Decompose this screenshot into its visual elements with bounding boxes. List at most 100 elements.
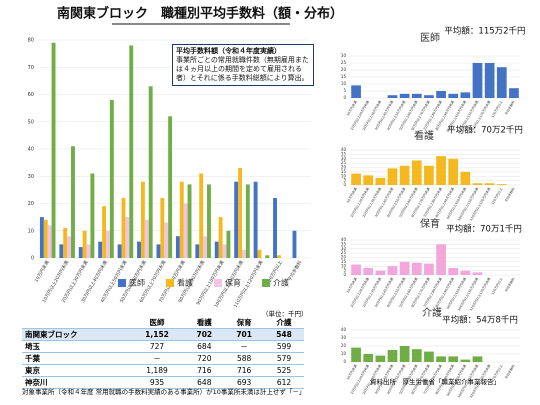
y-tick-label: 15	[341, 74, 347, 79]
table-cell: 612	[264, 376, 304, 389]
bar	[144, 219, 149, 258]
y-tick-label: 20	[341, 343, 347, 348]
table-cell: 1,189	[129, 364, 185, 377]
bar	[265, 255, 270, 258]
bar	[399, 261, 410, 275]
bar	[199, 173, 204, 258]
bar	[117, 244, 122, 258]
bar	[226, 230, 231, 258]
y-tick-label: 15	[341, 259, 347, 264]
bar	[472, 356, 483, 362]
y-tick-label: 5	[343, 88, 346, 93]
bar	[460, 171, 471, 185]
x-tick-label: 平均手数料	[503, 186, 516, 203]
bar	[214, 241, 219, 258]
bar	[156, 244, 161, 258]
table-row: 神奈川 935 648 693 612	[22, 376, 304, 389]
table-cell: 588	[224, 352, 265, 365]
bar	[411, 160, 422, 185]
bar	[399, 346, 410, 362]
table-cell: 701	[224, 328, 265, 341]
bar	[82, 230, 87, 258]
y-tick-label: 10	[28, 228, 34, 234]
table-header-row: 医師 看護 保育 介護	[22, 317, 304, 329]
table-cell: 525	[264, 364, 304, 377]
bar	[160, 198, 165, 258]
annotation-title: 平均手数料額（令和４年度実績）	[176, 47, 281, 55]
chart-subtitle: 平均額：70万1千円	[446, 224, 522, 235]
bar	[245, 184, 250, 258]
bar	[363, 268, 374, 275]
legend-label: 保育	[225, 278, 241, 288]
page-title: 南関東ブロック 職種別平均手数料（額・分布）	[57, 6, 343, 22]
bar	[448, 158, 459, 185]
y-tick-label: 30	[341, 156, 347, 161]
legend-label: 医師	[129, 278, 145, 288]
bar	[137, 241, 141, 258]
legend-swatch	[118, 279, 126, 287]
y-tick-label: 80	[28, 38, 34, 44]
table-header-cell: 看護	[184, 317, 225, 329]
x-tick-label: 10万円未満	[345, 276, 358, 294]
bar	[43, 219, 48, 258]
bar	[399, 165, 410, 185]
bar	[234, 181, 239, 258]
row-label: 東京	[22, 364, 130, 377]
y-tick-label: 0	[343, 182, 346, 187]
y-tick-label: 10	[341, 351, 347, 356]
bar	[273, 198, 277, 258]
y-tick-label: 40	[341, 147, 347, 152]
bar	[375, 270, 386, 275]
bar	[460, 270, 471, 275]
chart-subtitle: 平均額：115万2千円	[444, 26, 525, 37]
bar	[203, 236, 208, 258]
table-cell: 716	[184, 364, 225, 377]
bar	[140, 181, 145, 258]
bar	[175, 236, 180, 258]
y-tick-label: 10	[341, 81, 347, 86]
y-tick-label: 40	[341, 327, 347, 332]
bar	[351, 347, 361, 362]
bar	[195, 244, 200, 258]
bar	[424, 95, 434, 98]
bar	[424, 165, 434, 185]
table-cell: 720	[184, 352, 225, 365]
bar	[71, 146, 75, 258]
legend-swatch	[214, 279, 222, 287]
bar	[257, 249, 262, 258]
annotation-text: 事業所ごとの常用就職件数（無期雇用または４ヵ月以上の期間を定めて雇用される者）と…	[176, 56, 309, 82]
table-cell: 599	[264, 340, 304, 353]
x-tick-label: 120万円以上	[490, 186, 504, 206]
bar	[121, 198, 126, 258]
bar	[496, 184, 507, 185]
y-tick-label: 20	[28, 201, 34, 207]
y-tick-label: 0	[31, 256, 34, 262]
table-cell: －	[224, 340, 265, 353]
row-label: 千葉	[22, 352, 130, 365]
y-tick-label: 70	[28, 65, 34, 71]
table-cell: 716	[224, 364, 265, 377]
bar	[375, 355, 386, 362]
bar	[148, 86, 153, 258]
bar	[47, 225, 52, 258]
bar	[292, 230, 297, 258]
bar	[472, 272, 483, 275]
bar	[98, 241, 103, 258]
table-header-cell: 介護	[264, 317, 304, 329]
annotation: 平均手数料額（令和４年度実績） 事業所ごとの常用就職件数（無期雇用または４ヵ月以上…	[172, 44, 314, 86]
bar	[375, 178, 386, 185]
y-tick-label: 20	[341, 165, 347, 170]
bar	[472, 63, 483, 98]
y-tick-label: 30	[341, 335, 347, 340]
x-tick-label: 平均手数料	[503, 99, 516, 116]
bar	[509, 88, 519, 98]
table-cell: 1,152	[129, 328, 185, 341]
legend-swatch	[166, 279, 174, 287]
bar	[351, 264, 361, 275]
bar	[86, 244, 91, 258]
y-tick-label: 25	[341, 160, 347, 165]
bar	[253, 181, 258, 258]
bar	[387, 168, 398, 185]
row-label: 埼玉	[22, 340, 130, 353]
bar	[238, 168, 242, 258]
